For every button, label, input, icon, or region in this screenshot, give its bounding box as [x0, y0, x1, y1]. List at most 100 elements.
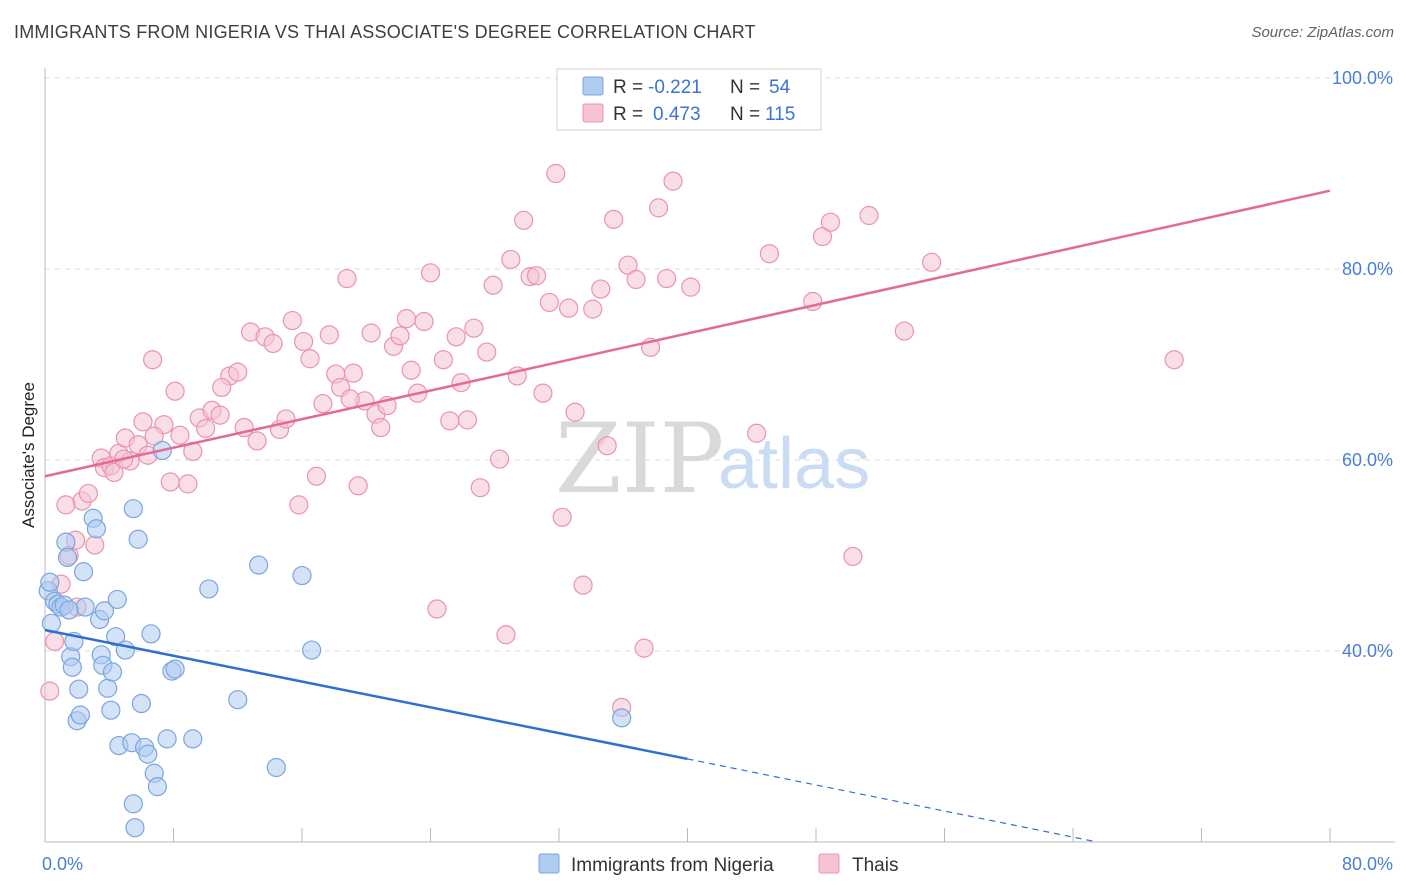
chart-title: IMMIGRANTS FROM NIGERIA VS THAI ASSOCIAT… [14, 22, 756, 42]
thais-point [289, 495, 309, 515]
thais-point [483, 275, 503, 295]
thais-point [300, 349, 320, 369]
nigeria-point [228, 690, 248, 710]
thais-point [294, 331, 314, 352]
nigeria-point [40, 572, 60, 592]
y-axis-label: Associate's Degree [19, 382, 38, 528]
thais-point [470, 478, 490, 498]
thais-point [160, 472, 180, 492]
grid-layer [45, 77, 1395, 652]
nigeria-point [102, 662, 123, 682]
x-tick-label: 80.0% [1342, 854, 1393, 874]
thais-point [1164, 350, 1184, 370]
thais-point [464, 318, 484, 338]
thais-point [894, 321, 914, 341]
axis-layer [44, 68, 1395, 843]
thais-point [340, 389, 360, 409]
thais-point [489, 449, 510, 469]
nigeria-point [101, 700, 121, 720]
series-legend: Immigrants from Nigeria Thais [538, 853, 898, 876]
nigeria-point [199, 579, 219, 599]
thais-point [178, 474, 198, 494]
thais-point [604, 209, 624, 229]
thais-point [657, 268, 677, 289]
watermark-zip: ZIP [555, 403, 724, 515]
thais-point [759, 244, 780, 264]
stats-r-value-thais: 0.473 [653, 104, 701, 125]
thais-point [565, 402, 585, 422]
nigeria-point [57, 547, 78, 568]
nigeria-point [62, 657, 82, 677]
thais-point [212, 377, 232, 398]
nigeria-point [106, 627, 126, 647]
thais-point [390, 326, 410, 346]
thais-point [210, 405, 230, 425]
thais-point [170, 425, 190, 445]
legend-swatch-nigeria [538, 853, 560, 874]
thais-point [143, 350, 163, 370]
thais-point [414, 311, 434, 332]
thais-trend-line [44, 189, 1331, 478]
thais-point [922, 252, 942, 272]
nigeria-point [266, 757, 286, 778]
nigeria-points [38, 440, 632, 838]
nigeria-point [183, 729, 203, 749]
thais-point [228, 362, 248, 382]
source-credit: Source: ZipAtlas.com [1251, 24, 1394, 41]
thais-point [457, 410, 478, 430]
stats-legend-swatch-thais [582, 103, 604, 123]
nigeria-point [70, 705, 90, 725]
thais-point [144, 426, 164, 446]
thais-point [440, 411, 460, 431]
thais-point [648, 198, 669, 218]
trend-lines [44, 189, 1331, 843]
thais-point [681, 277, 701, 297]
thais-point [196, 418, 216, 439]
stats-n-label-thais: N = [730, 104, 760, 125]
thais-point [319, 325, 339, 345]
nigeria-point [612, 708, 632, 728]
x-tick-label: 0.0% [42, 854, 83, 874]
thais-point [104, 462, 124, 483]
nigeria-point [94, 601, 115, 621]
thais-point [859, 205, 879, 226]
thais-point [133, 412, 153, 432]
thais-point [78, 483, 98, 504]
thais-point [263, 333, 283, 354]
nigeria-point [141, 624, 161, 644]
thais-point [427, 599, 447, 619]
nigeria-point [59, 600, 79, 620]
nigeria-point [165, 659, 185, 679]
nigeria-point [123, 499, 143, 519]
stats-n-value-nigeria: 54 [769, 77, 791, 98]
thais-point [552, 507, 572, 527]
y-tick-label: 100.0% [1332, 68, 1393, 88]
thais-point [591, 279, 611, 299]
nigeria-point [73, 562, 94, 582]
nigeria-point [123, 794, 143, 814]
stats-legend-swatch-nigeria [582, 76, 604, 96]
nigeria-point [75, 597, 95, 617]
nigeria-trend-line [44, 628, 688, 761]
nigeria-point [302, 640, 322, 660]
nigeria-point [131, 693, 151, 714]
thais-point [812, 226, 833, 247]
nigeria-point [128, 529, 148, 549]
thais-point [626, 269, 646, 290]
thais-point [539, 292, 559, 313]
stats-n-value-thais: 115 [765, 104, 795, 125]
thais-point [559, 298, 579, 318]
thais-point [306, 466, 327, 486]
tick-labels: 40.0% 60.0% 80.0% 100.0% 0.0% 80.0% [42, 68, 1393, 874]
thais-point [343, 363, 363, 383]
thais-point [514, 210, 534, 230]
thais-point [45, 631, 65, 652]
nigeria-point [107, 589, 127, 610]
thais-point [526, 266, 547, 286]
thais-point [40, 681, 60, 701]
stats-r-label-thais: R = [613, 104, 643, 125]
thais-point [247, 431, 267, 451]
nigeria-point [98, 678, 118, 698]
nigeria-point [292, 565, 312, 586]
thais-point [348, 476, 368, 496]
